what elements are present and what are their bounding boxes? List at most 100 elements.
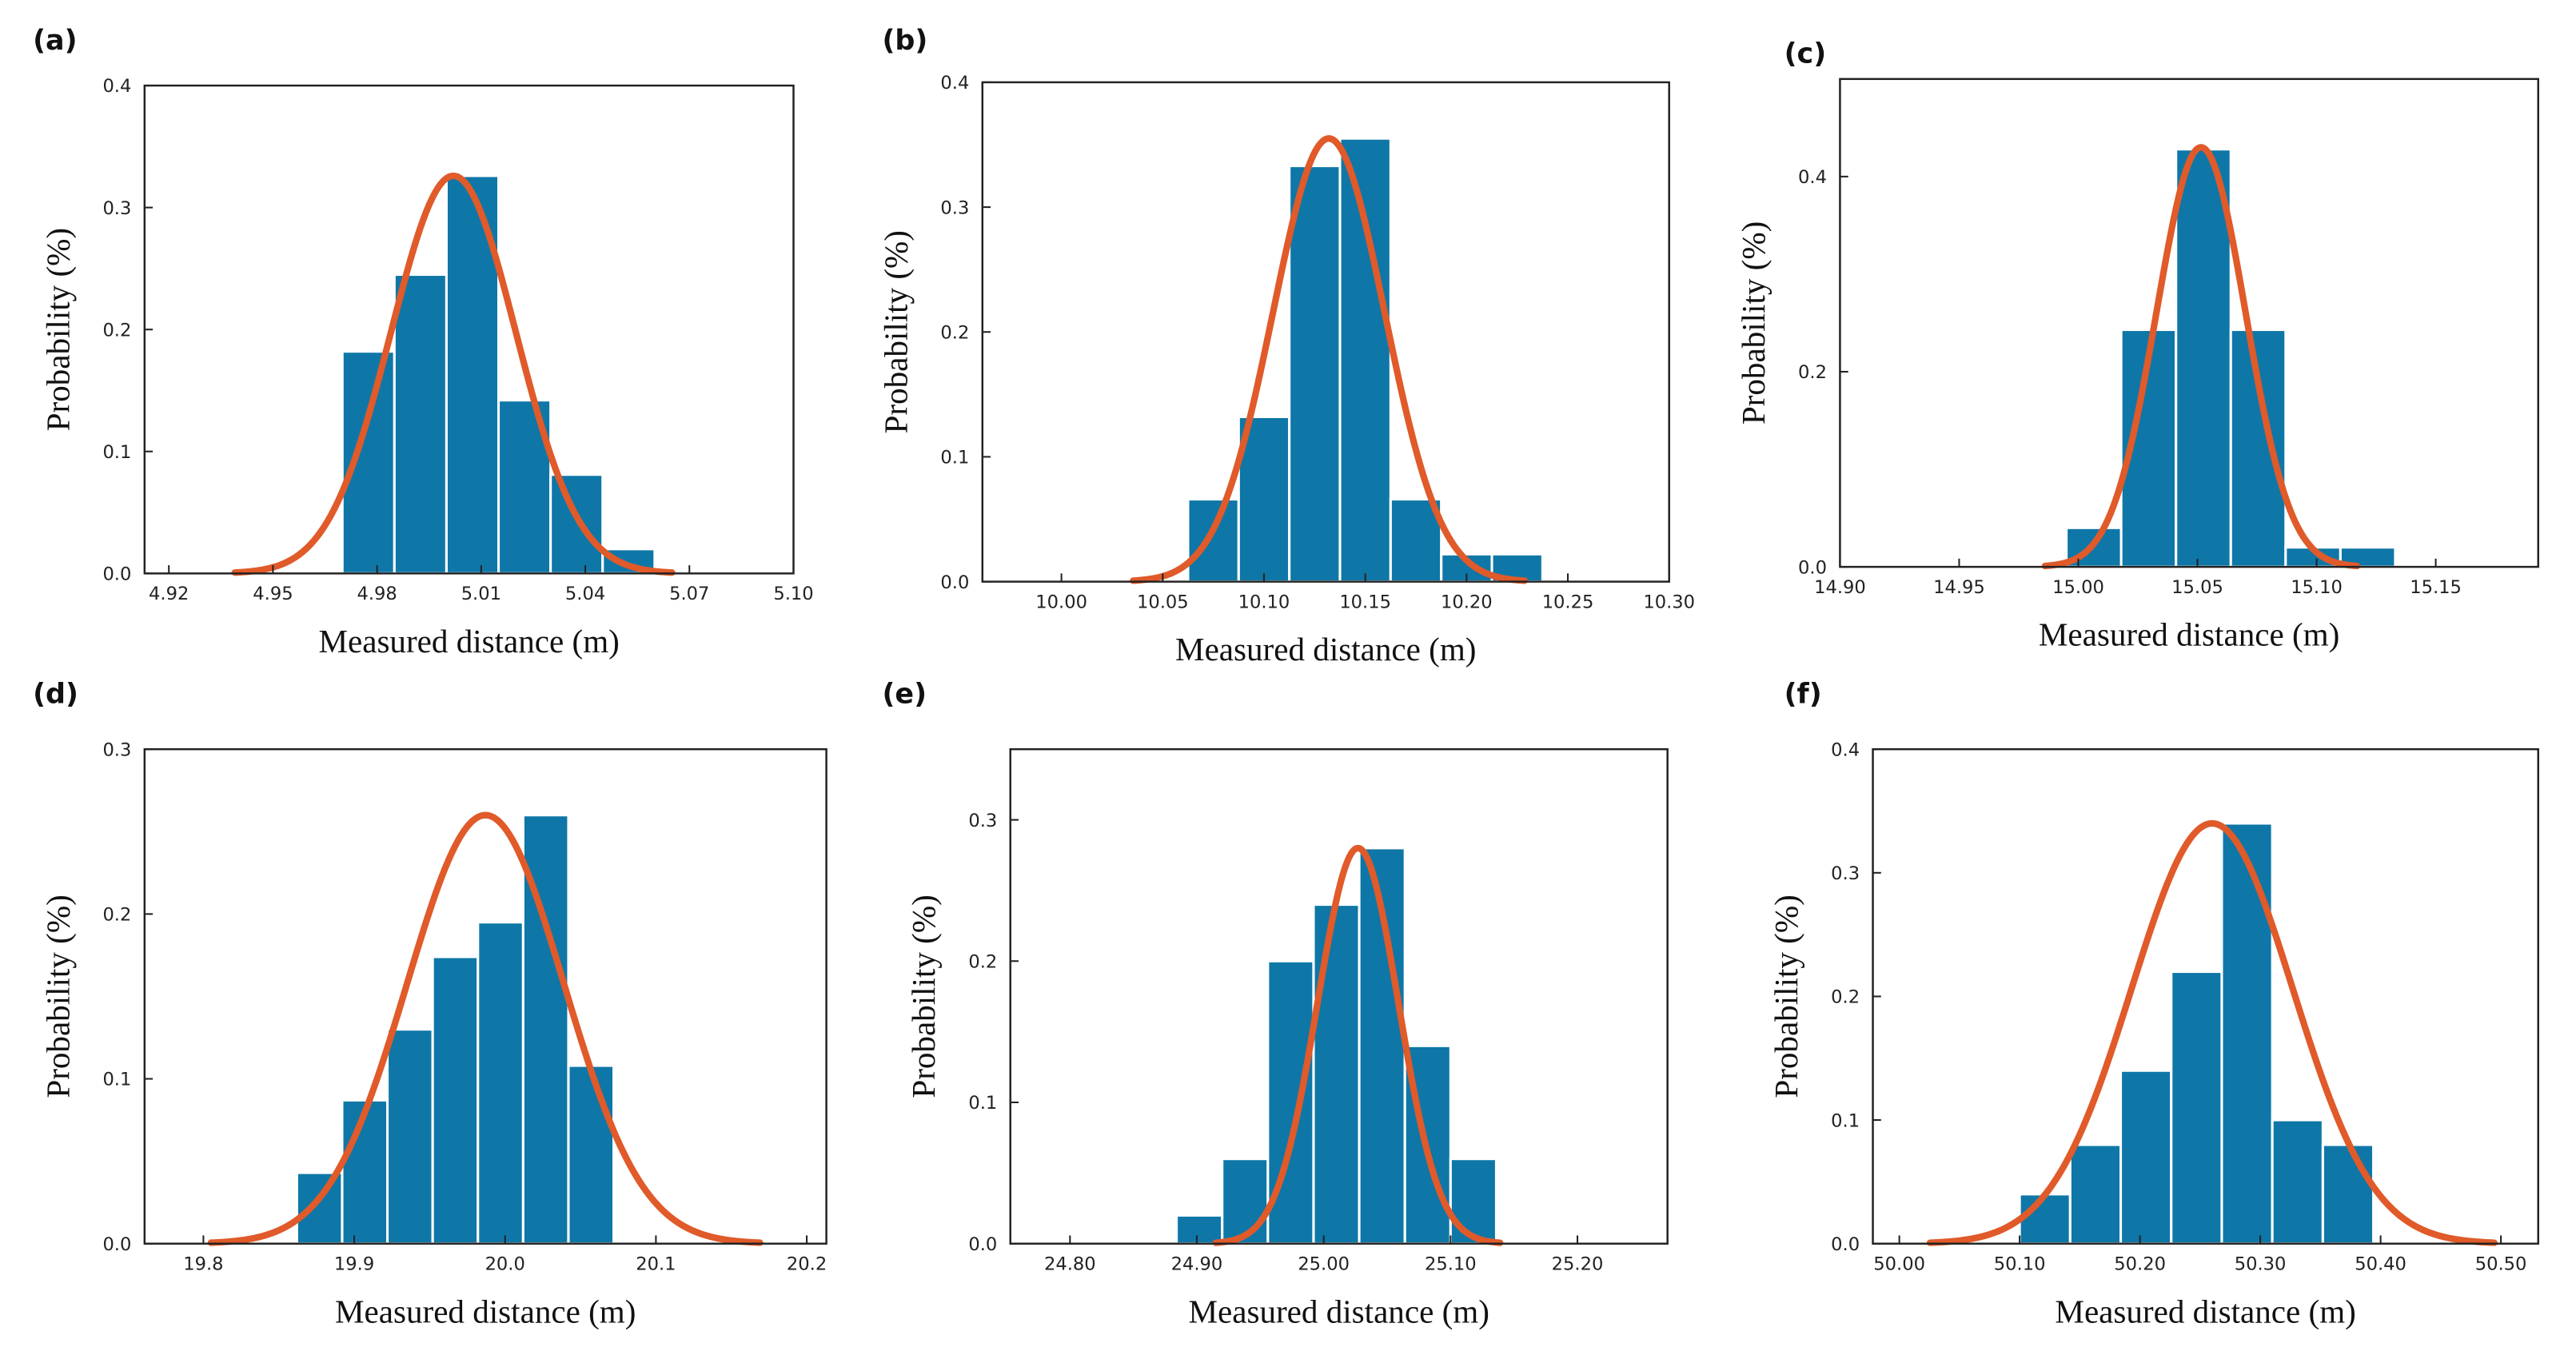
x-tick-label: 20.2 — [787, 1254, 827, 1275]
y-tick-label: 0.2 — [1798, 362, 1827, 383]
x-axis-label: Measured distance (m) — [318, 623, 619, 660]
bar — [2170, 970, 2223, 1245]
bar — [1288, 165, 1342, 584]
x-tick-label: 14.95 — [1933, 577, 1985, 598]
x-tick-label: 4.92 — [149, 584, 189, 604]
x-tick-label: 5.01 — [461, 584, 501, 604]
y-axis-label: Probability (%) — [905, 895, 942, 1098]
y-tick-label: 0.1 — [940, 448, 969, 468]
plot-frame — [1839, 78, 2539, 568]
y-tick-label: 0.3 — [968, 811, 997, 831]
bar — [2271, 1118, 2324, 1245]
y-tick-label: 0.0 — [102, 1234, 131, 1255]
y-axis-label: Probability (%) — [1768, 895, 1804, 1098]
bar — [567, 1064, 616, 1245]
fit-curve — [1130, 135, 1528, 584]
x-axis-label: Measured distance (m) — [335, 1293, 636, 1329]
y-tick-label: 0.3 — [102, 198, 131, 219]
y-tick-label: 0.2 — [1831, 987, 1860, 1008]
bar — [431, 955, 480, 1245]
x-tick-label: 15.10 — [2291, 577, 2343, 598]
x-tick-label: 10.30 — [1643, 592, 1695, 612]
x-tick-label: 15.05 — [2171, 577, 2223, 598]
x-tick-label: 10.10 — [1238, 592, 1290, 612]
y-axis-label: Probability (%) — [877, 230, 914, 433]
y-tick-label: 0.1 — [102, 1070, 131, 1090]
x-tick-label: 5.07 — [669, 584, 709, 604]
x-tick-label: 10.05 — [1137, 592, 1189, 612]
x-tick-label: 24.90 — [1171, 1254, 1223, 1275]
bar — [477, 921, 524, 1245]
bar — [1449, 1158, 1497, 1245]
bar — [1186, 497, 1240, 584]
y-tick-label: 0.2 — [102, 320, 131, 341]
x-tick-label: 10.00 — [1035, 592, 1087, 612]
panel-label: (c) — [1784, 38, 1827, 70]
x-tick-label: 25.20 — [1552, 1254, 1604, 1275]
y-tick-label: 0.0 — [1831, 1234, 1860, 1255]
panel-label: (a) — [33, 25, 78, 57]
x-tick-label: 19.9 — [334, 1254, 374, 1275]
y-tick-label: 0.4 — [102, 76, 131, 97]
y-tick-label: 0.0 — [102, 564, 131, 585]
x-tick-label: 50.00 — [1873, 1254, 1925, 1275]
bar — [1221, 1158, 1270, 1245]
bar — [549, 473, 604, 575]
x-axis-label: Measured distance (m) — [1188, 1293, 1489, 1329]
x-tick-label: 14.90 — [1814, 577, 1866, 598]
panel-label: (d) — [33, 679, 78, 711]
bar — [2119, 1069, 2173, 1245]
x-tick-label: 15.15 — [2410, 577, 2462, 598]
y-tick-label: 0.2 — [968, 951, 997, 972]
bar — [2321, 1143, 2375, 1245]
x-tick-label: 25.10 — [1425, 1254, 1477, 1275]
y-tick-label: 0.4 — [1831, 739, 1860, 760]
x-tick-label: 25.00 — [1298, 1254, 1350, 1275]
fit-curve — [207, 811, 764, 1246]
panel-label: (e) — [882, 679, 927, 711]
bar — [1175, 1214, 1224, 1245]
bar — [1237, 415, 1291, 584]
bar — [2339, 546, 2397, 568]
y-tick-label: 0.3 — [940, 197, 969, 218]
x-tick-label: 5.10 — [773, 584, 813, 604]
y-tick-label: 0.2 — [940, 322, 969, 343]
bar — [386, 1028, 434, 1245]
y-tick-label: 0.1 — [102, 442, 131, 463]
x-axis-label: Measured distance (m) — [2055, 1293, 2355, 1329]
x-tick-label: 24.80 — [1044, 1254, 1096, 1275]
y-tick-label: 0.0 — [940, 572, 969, 593]
x-tick-label: 4.95 — [253, 584, 293, 604]
y-tick-label: 0.0 — [1798, 557, 1827, 578]
x-axis-label: Measured distance (m) — [2039, 616, 2339, 653]
x-tick-label: 50.20 — [2114, 1254, 2166, 1275]
y-axis-label: Probability (%) — [39, 895, 76, 1098]
y-tick-label: 0.4 — [940, 73, 969, 94]
bar — [2175, 148, 2232, 568]
fit-curve — [1926, 819, 2498, 1246]
y-tick-label: 0.3 — [1831, 863, 1860, 884]
panel-label: (f) — [1784, 679, 1822, 711]
fit-curve — [2041, 144, 2361, 570]
bar — [2068, 1143, 2123, 1245]
y-tick-label: 0.1 — [968, 1093, 997, 1114]
x-tick-label: 20.0 — [485, 1254, 525, 1275]
bar — [2018, 1193, 2072, 1245]
panel-label: (b) — [882, 25, 927, 57]
fit-curve — [1212, 844, 1504, 1246]
y-tick-label: 0.4 — [1798, 167, 1827, 188]
fit-curve — [231, 172, 676, 576]
y-tick-label: 0.1 — [1831, 1110, 1860, 1131]
x-tick-label: 10.25 — [1542, 592, 1594, 612]
x-tick-label: 15.00 — [2052, 577, 2104, 598]
y-axis-label: Probability (%) — [39, 228, 76, 431]
x-tick-label: 5.04 — [565, 584, 605, 604]
x-tick-label: 50.30 — [2235, 1254, 2287, 1275]
x-tick-label: 10.20 — [1441, 592, 1493, 612]
bar — [341, 1098, 389, 1245]
y-tick-label: 0.3 — [102, 739, 131, 760]
bar — [1389, 497, 1443, 584]
bar — [1312, 903, 1361, 1245]
